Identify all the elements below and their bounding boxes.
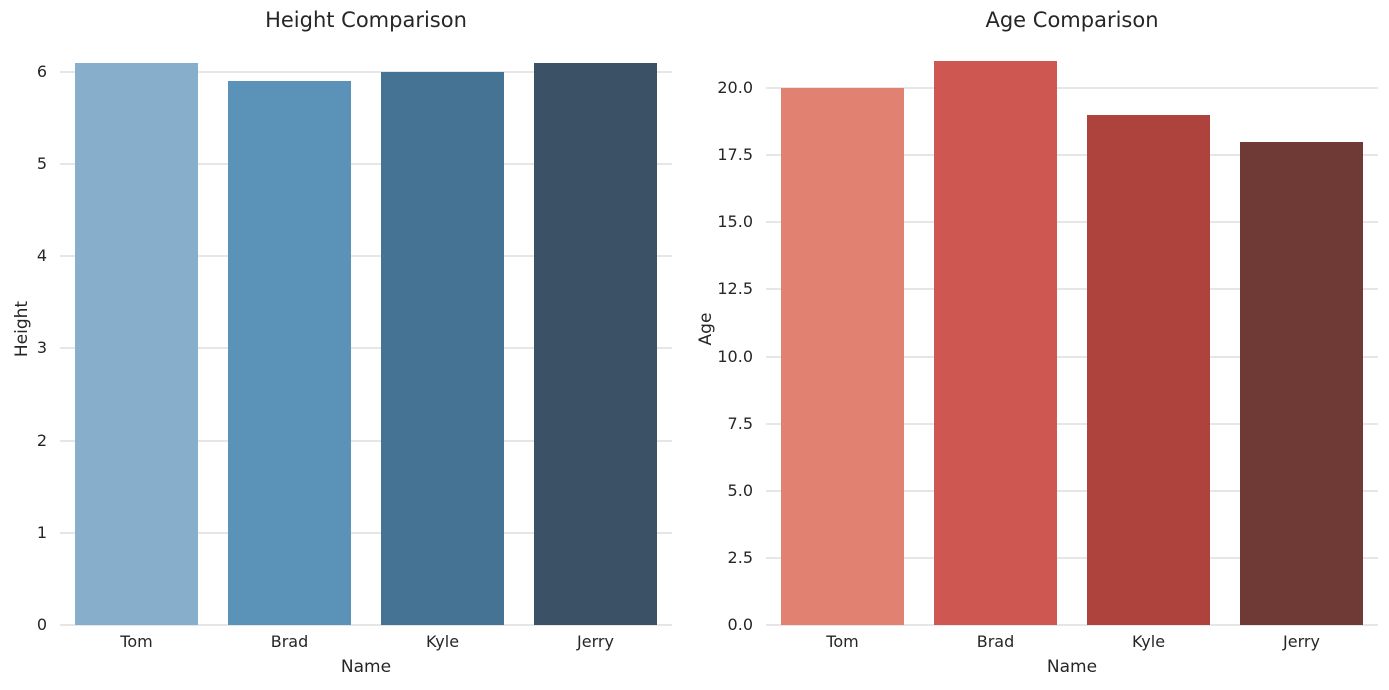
- y-tick-label: 6: [36, 61, 47, 81]
- x-axis-label: Name: [1046, 657, 1098, 677]
- age-comparison-chart: Age Comparison Age 0.0 2.5 5.0 7.5 10.0 12.5 1…: [694, 0, 1389, 690]
- plot-area: 0 1 2 3 4 5 6 Tom Brad Kyle Jerry: [37, 33, 672, 650]
- y-tick-label: 15.0: [717, 212, 753, 232]
- gridline: [766, 288, 1378, 290]
- gridline: [766, 221, 1378, 223]
- bar-brad: [934, 61, 1057, 625]
- bar-kyle: [1087, 114, 1210, 625]
- gridline: [60, 532, 672, 534]
- chart-title: Height Comparison: [265, 8, 467, 32]
- gridline: [766, 557, 1378, 559]
- plot-area: 0.0 2.5 5.0 7.5 10.0 12.5 15.0 17.5 20.0 Tom Brad K…: [717, 33, 1378, 650]
- bar-tom: [75, 62, 198, 625]
- gridline: [60, 440, 672, 442]
- x-tick-label: Jerry: [577, 632, 614, 651]
- bar-jerry: [1240, 141, 1363, 625]
- gridline: [766, 624, 1378, 626]
- y-axis-label: Age: [696, 312, 716, 346]
- y-tick-label: 0.0: [727, 615, 753, 634]
- bar-jerry: [534, 62, 657, 625]
- height-comparison-chart: Height Comparison Height 0 1 2 3 4 5 6 Tom Brad K…: [0, 0, 694, 690]
- gridline: [60, 347, 672, 349]
- y-tick-label: 2: [36, 430, 47, 450]
- y-tick-label: 12.5: [717, 279, 753, 299]
- x-axis-label: Name: [340, 657, 392, 677]
- x-tick-label: Brad: [270, 632, 309, 651]
- gridline: [60, 624, 672, 626]
- bar-brad: [228, 80, 351, 625]
- gridline: [766, 154, 1378, 156]
- y-tick-label: 2.5: [727, 547, 753, 567]
- y-tick-label: 0: [36, 615, 47, 634]
- x-tick-label: Jerry: [1283, 632, 1320, 651]
- gridline: [60, 71, 672, 73]
- y-tick-label: 20.0: [717, 78, 753, 98]
- chart-title: Age Comparison: [985, 8, 1159, 32]
- y-tick-label: 3: [36, 338, 47, 358]
- bar-tom: [781, 88, 904, 625]
- y-axis-label: Height: [12, 300, 32, 358]
- y-tick-label: 7.5: [727, 413, 753, 433]
- y-tick-label: 17.5: [717, 145, 753, 165]
- y-tick-label: 4: [36, 246, 47, 266]
- y-tick-label: 10.0: [717, 346, 753, 366]
- gridline: [60, 255, 672, 257]
- gridline: [60, 163, 672, 165]
- gridline: [766, 423, 1378, 425]
- x-tick-label: Tom: [826, 632, 859, 651]
- x-tick-label: Brad: [976, 632, 1015, 651]
- y-tick-label: 5: [36, 153, 47, 173]
- x-tick-label: Kyle: [1131, 632, 1166, 651]
- gridline: [766, 490, 1378, 492]
- bar-kyle: [381, 71, 504, 625]
- gridline: [766, 356, 1378, 358]
- gridline: [766, 87, 1378, 89]
- x-tick-label: Kyle: [425, 632, 460, 651]
- x-tick-label: Tom: [120, 632, 153, 651]
- y-tick-label: 1: [36, 522, 47, 542]
- y-tick-label: 5.0: [727, 480, 753, 500]
